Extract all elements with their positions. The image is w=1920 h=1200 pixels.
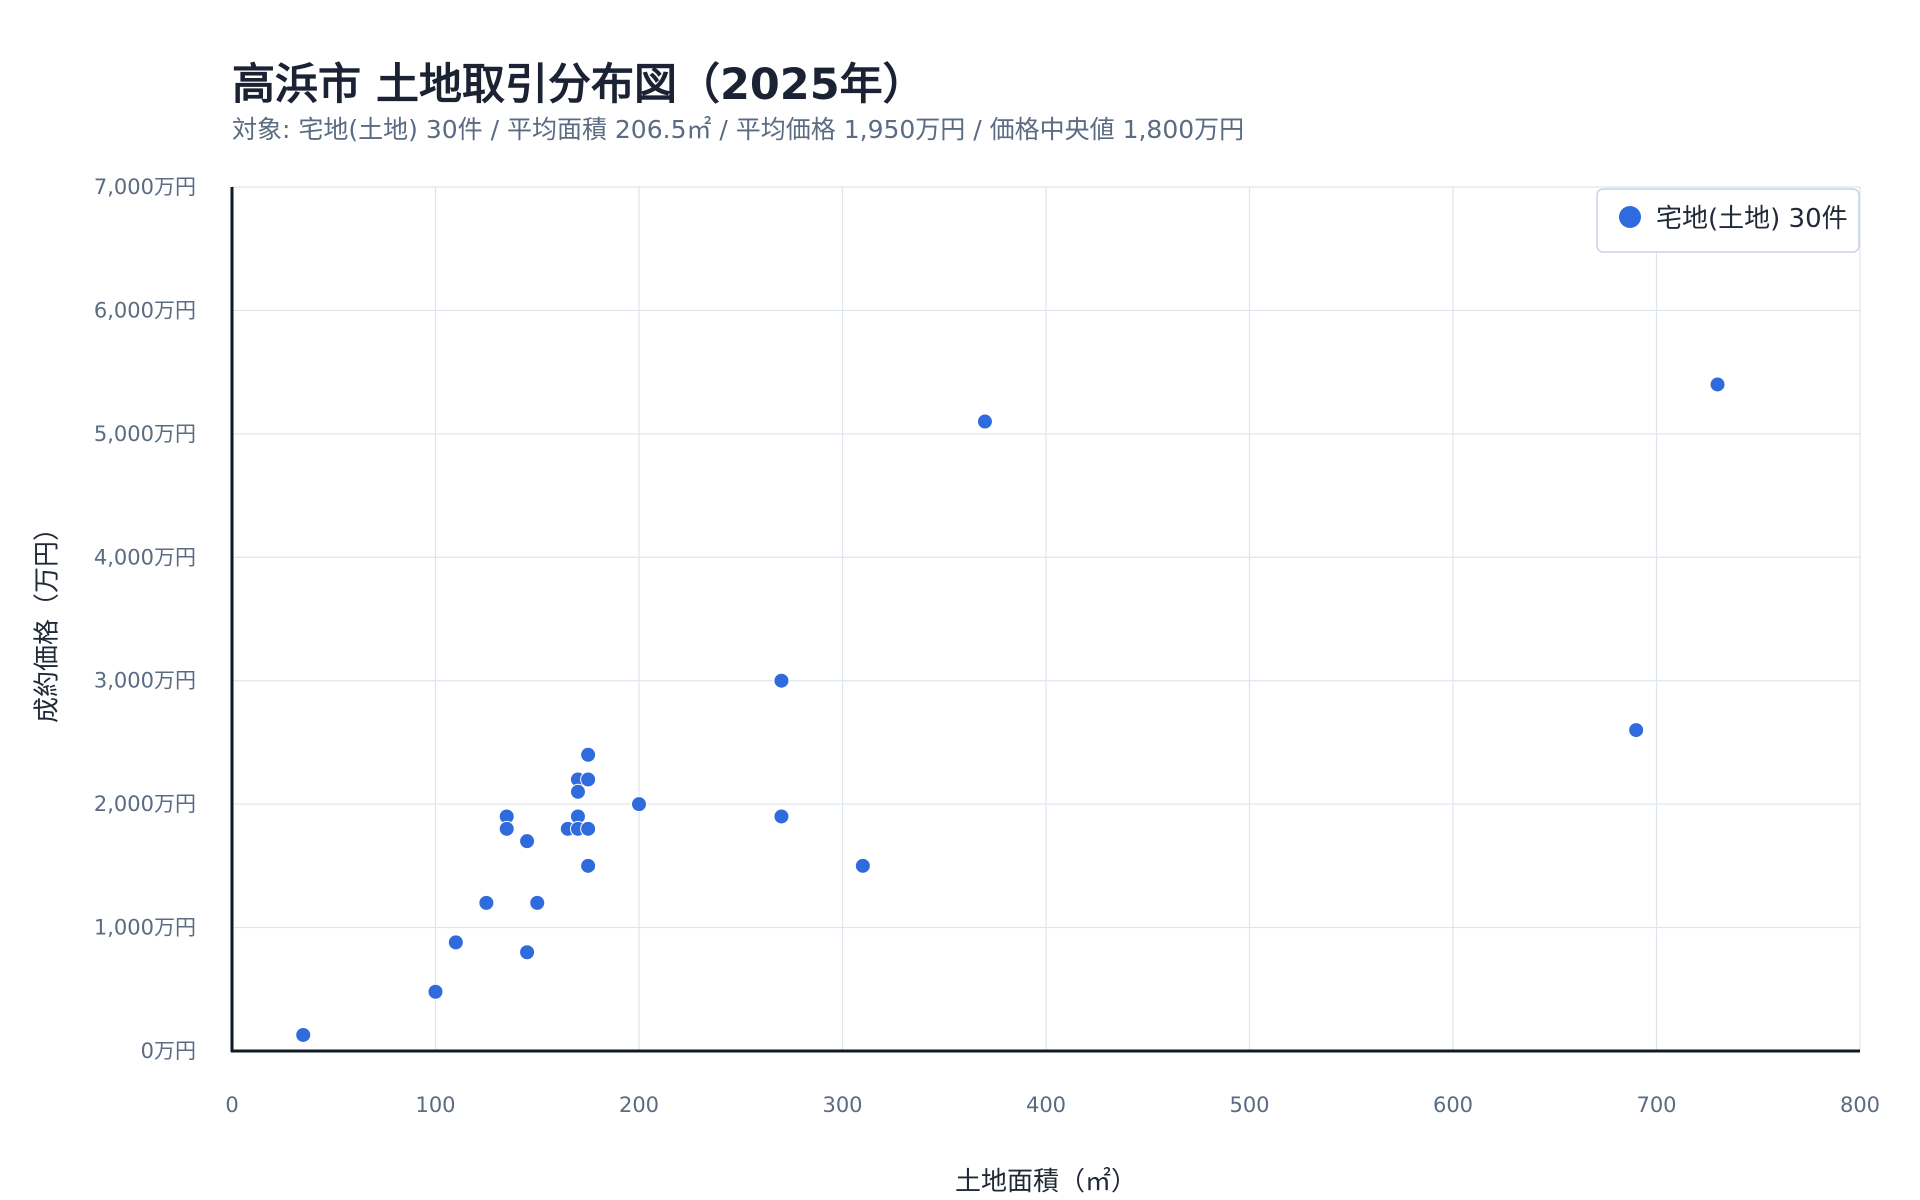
data-point[interactable] — [519, 833, 536, 850]
y-tick-label: 5,000万円 — [94, 422, 196, 446]
x-tick-label: 600 — [1433, 1093, 1473, 1117]
y-tick-label: 7,000万円 — [94, 175, 196, 199]
axes — [230, 187, 1860, 1053]
data-point[interactable] — [1628, 722, 1645, 739]
legend-marker — [1619, 206, 1641, 228]
y-tick-label: 0万円 — [141, 1039, 196, 1063]
data-point[interactable] — [295, 1026, 312, 1043]
x-tick-label: 100 — [415, 1093, 455, 1117]
y-tick-label: 2,000万円 — [94, 792, 196, 816]
x-tick-labels: 0 100 200 300 400 500 600 700 800 — [225, 1093, 1880, 1117]
y-tick-label: 1,000万円 — [94, 916, 196, 940]
y-tick-label: 3,000万円 — [94, 669, 196, 693]
chart-subtitle: 対象: 宅地(土地) 30件 / 平均面積 206.5㎡ / 平均価格 1,95… — [232, 115, 1245, 144]
data-point[interactable] — [498, 820, 515, 837]
x-tick-label: 300 — [822, 1093, 862, 1117]
data-points — [295, 376, 1726, 1043]
data-point[interactable] — [580, 820, 597, 837]
data-point[interactable] — [976, 413, 993, 430]
y-tick-label: 6,000万円 — [94, 298, 196, 322]
data-point[interactable] — [519, 944, 536, 961]
x-axis-title: 土地面積（㎡） — [955, 1167, 1137, 1197]
x-tick-label: 500 — [1229, 1093, 1269, 1117]
y-axis-title: 成約価格（万円） — [33, 515, 63, 723]
data-point[interactable] — [580, 771, 597, 788]
grid-lines — [231, 186, 1861, 1052]
data-point[interactable] — [580, 857, 597, 874]
legend-label: 宅地(土地) 30件 — [1656, 204, 1848, 234]
data-point[interactable] — [773, 672, 790, 689]
x-tick-label: 0 — [225, 1093, 238, 1117]
data-point[interactable] — [569, 783, 586, 800]
x-tick-label: 200 — [619, 1093, 659, 1117]
data-point[interactable] — [427, 983, 444, 1000]
x-tick-label: 800 — [1840, 1093, 1880, 1117]
legend-box — [1596, 188, 1860, 253]
chart-title: 高浜市 土地取引分布図（2025年） — [232, 60, 926, 110]
y-tick-label: 4,000万円 — [94, 545, 196, 569]
data-point[interactable] — [773, 808, 790, 825]
data-point[interactable] — [478, 894, 495, 911]
data-point[interactable] — [631, 796, 647, 813]
data-point[interactable] — [580, 746, 597, 763]
y-tick-labels: 0万円 1,000万円 2,000万円 3,000万円 4,000万円 5,000万円 6,… — [94, 175, 196, 1063]
data-point[interactable] — [854, 857, 871, 874]
x-tick-label: 400 — [1026, 1093, 1066, 1117]
data-point[interactable] — [529, 894, 546, 911]
legend[interactable]: 宅地(土地) 30件 — [1596, 188, 1860, 253]
x-tick-label: 700 — [1636, 1093, 1676, 1117]
data-point[interactable] — [447, 934, 464, 951]
data-point[interactable] — [1709, 376, 1726, 393]
